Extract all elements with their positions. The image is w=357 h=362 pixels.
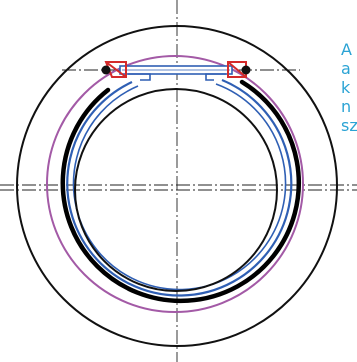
caption-line-4: n bbox=[341, 97, 357, 116]
left-hinge-pin-icon bbox=[102, 66, 111, 75]
left-tab bbox=[128, 74, 150, 80]
right-tab bbox=[206, 74, 226, 80]
caption-line-3: k bbox=[341, 78, 357, 97]
right-hinge-pin-icon bbox=[242, 66, 251, 75]
caption-line-1: A bbox=[341, 40, 357, 59]
caption-line-2: a bbox=[341, 59, 357, 78]
purple-reference-circle bbox=[47, 56, 303, 312]
blue-ring-inner bbox=[74, 84, 286, 290]
caption-line-5: sz bbox=[341, 116, 357, 135]
caption-text: A a k n sz bbox=[341, 40, 357, 135]
